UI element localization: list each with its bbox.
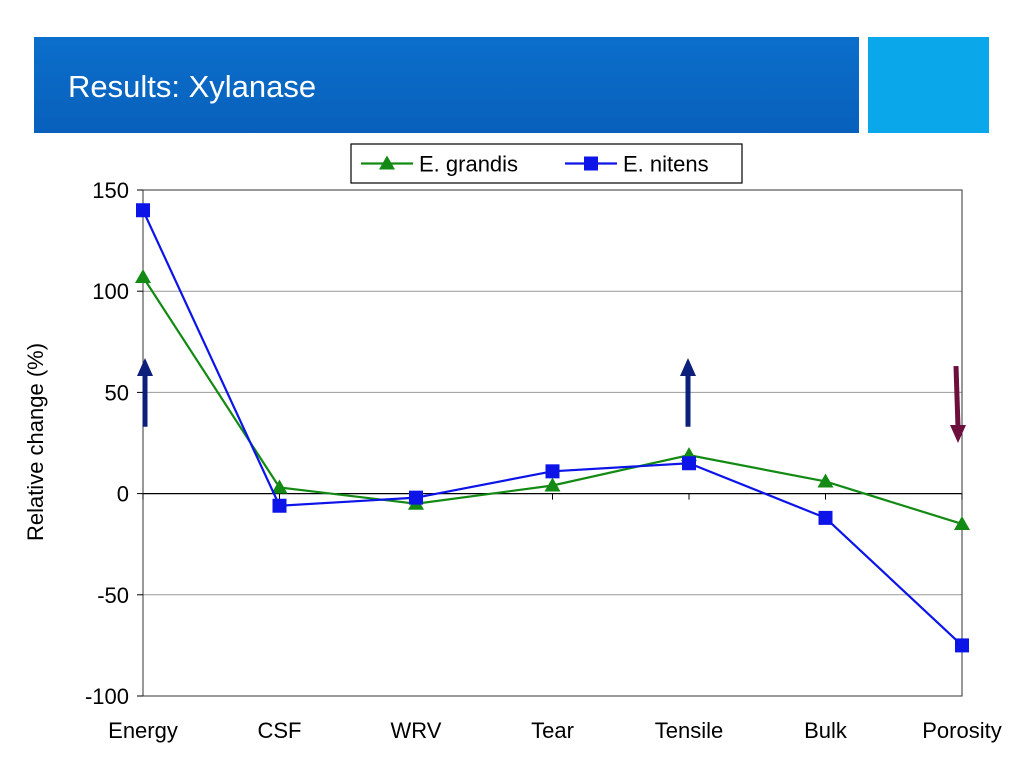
x-tick-labels: Energy CSF WRV Tear Tensile Bulk Porosity — [108, 718, 1002, 743]
point-e-nitens-csf — [272, 498, 287, 513]
title-accent-block — [868, 37, 989, 133]
plot-frame — [142, 189, 963, 697]
y-tick-label: 50 — [105, 380, 129, 405]
axes — [137, 189, 963, 697]
x-tick-label-csf: CSF — [258, 718, 302, 743]
annotation-arrows — [137, 357, 966, 443]
series-lines — [135, 203, 970, 653]
point-e-grandis-energy — [135, 269, 151, 284]
title-bar: Results: Xylanase — [34, 37, 859, 133]
legend-label-e-nitens: E. nitens — [623, 152, 709, 177]
point-e-nitens-bulk — [818, 510, 833, 525]
series-line-e-nitens — [142, 209, 963, 647]
point-e-grandis-porosity — [954, 515, 970, 530]
point-e-nitens-tear — [545, 464, 560, 479]
x-tick-label-porosity: Porosity — [922, 718, 1001, 743]
legend: E. grandis E. nitens — [350, 143, 743, 184]
point-e-grandis-bulk — [817, 473, 834, 488]
x-tick-label-tear: Tear — [531, 718, 574, 743]
x-tick-label-tensile: Tensile — [655, 718, 723, 743]
legend-label-e-grandis: E. grandis — [419, 152, 518, 177]
point-e-grandis-csf — [271, 479, 288, 494]
y-tick-label: 150 — [92, 178, 129, 203]
y-tick-label: -100 — [85, 684, 129, 709]
point-e-nitens-wrv — [409, 490, 423, 505]
point-e-nitens-porosity — [955, 638, 969, 653]
y-tick-label: 100 — [92, 279, 129, 304]
point-e-nitens-tensile — [682, 456, 696, 471]
point-e-grandis-tear — [544, 477, 561, 492]
point-e-nitens-energy — [136, 203, 150, 218]
x-tick-label-wrv: WRV — [391, 718, 442, 743]
x-tick-label-energy: Energy — [108, 718, 178, 743]
grid-lines — [143, 290, 962, 596]
y-tick-label: 0 — [117, 482, 129, 507]
legend-item-e-grandis: E. grandis — [361, 152, 518, 177]
arrow-down-porosity — [950, 366, 966, 443]
legend-box — [350, 143, 743, 184]
legend-item-e-nitens: E. nitens — [565, 152, 709, 177]
y-tick-labels: -100 -50 0 50 100 150 — [85, 178, 129, 709]
slide-title: Results: Xylanase — [68, 69, 317, 104]
arrow-up-energy — [137, 357, 153, 427]
x-tick-label-bulk: Bulk — [804, 718, 848, 743]
y-axis-label: Relative change (%) — [23, 343, 48, 541]
y-tick-label: -50 — [97, 583, 129, 608]
arrow-up-tensile — [680, 357, 696, 427]
